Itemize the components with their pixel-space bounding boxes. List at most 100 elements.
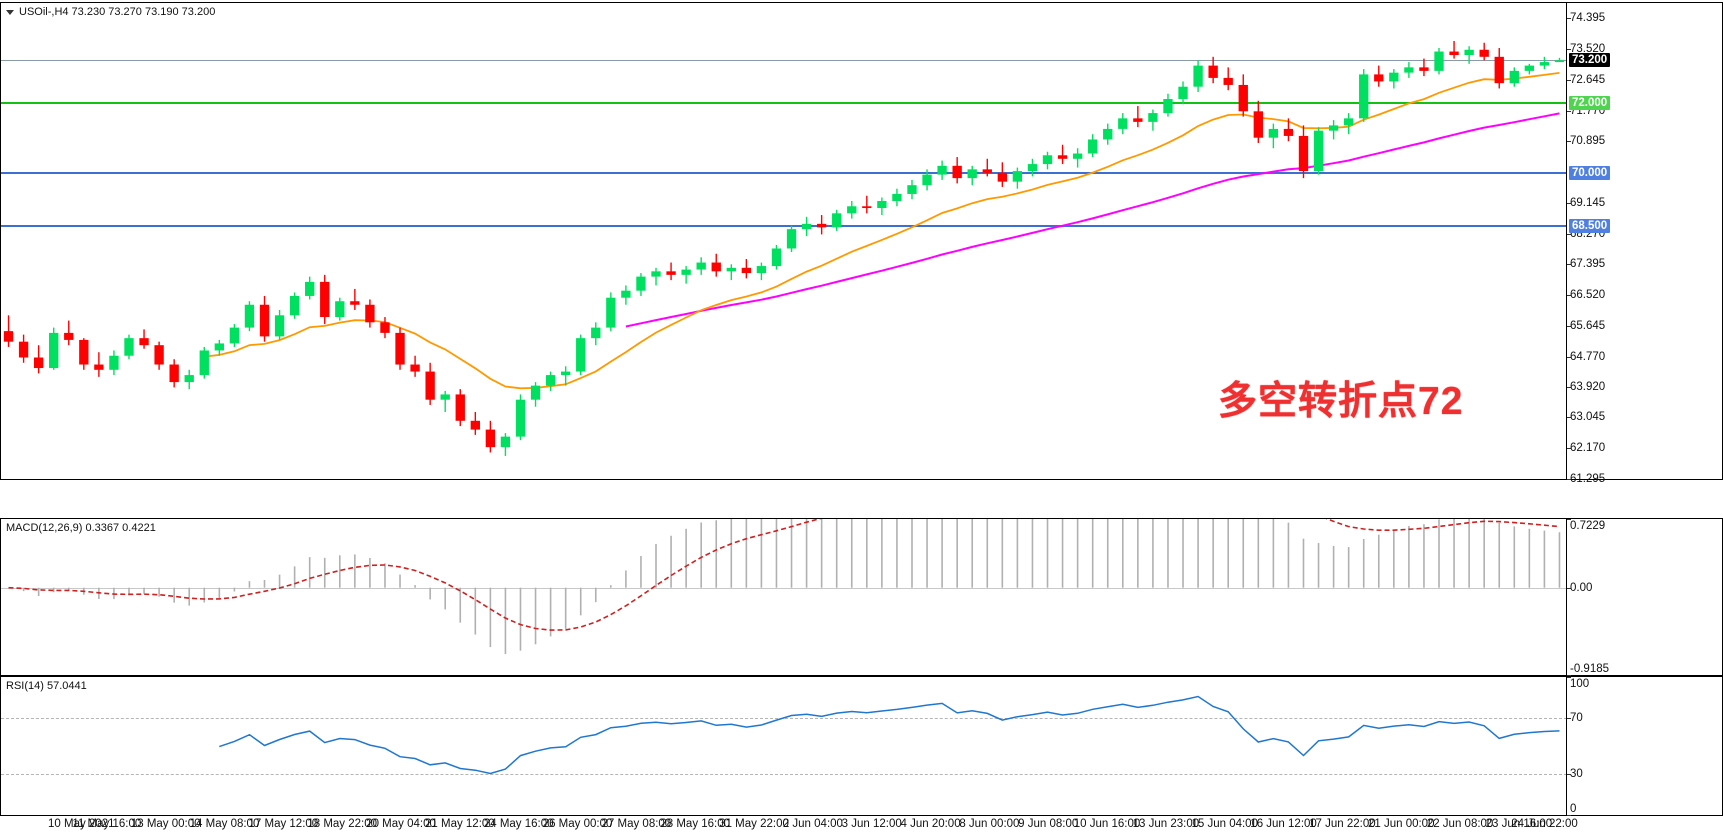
triangle-down-icon[interactable] [6,10,14,15]
price-level-line[interactable] [1,60,1567,62]
price-tick-label: 69.145 [1570,196,1606,209]
rsi-tick-mark [1567,773,1571,775]
candle-body [1479,49,1489,57]
candle-body [982,169,992,173]
price-tick-label: 67.395 [1570,258,1606,271]
candle-body [666,271,676,275]
candle-body [1374,74,1384,82]
time-axis-label: 4 Jun 20:00 [900,818,961,830]
candle-body [1268,128,1279,138]
price-tick-mark [1567,479,1571,480]
candle-body [711,262,721,272]
macd-axis[interactable]: 0.7229 0.00 -0.9185 [1566,519,1722,676]
price-tick-mark [1567,326,1571,328]
macd-tick-mark [1567,675,1571,676]
candle-body [214,343,225,351]
candle-body [862,206,872,209]
time-axis-label: 18 May 22:00 [307,818,378,830]
rsi-tick-label: 30 [1570,767,1583,780]
price-tick-mark [1567,417,1571,419]
rsi-tick-mark [1567,677,1571,678]
rsi-level-line [1,773,1567,775]
price-level-tag[interactable]: 68.500 [1569,218,1611,233]
candle-body [139,338,149,346]
price-tick-mark [1567,141,1571,143]
macd-plot-area[interactable] [1,519,1567,675]
time-axis-label: 24 May 16:00 [483,818,554,830]
price-tick-mark [1567,110,1571,112]
price-level-line[interactable] [1,171,1567,174]
macd-zero-line [1,587,1567,589]
rsi-axis[interactable]: 100 70 30 0 [1566,677,1722,816]
candle-body [1539,62,1550,66]
candle-body [169,364,179,383]
candle-body [1434,51,1444,71]
time-axis-label: 17 Jun 22:00 [1309,818,1376,830]
rsi-plot-area[interactable] [1,677,1567,815]
candle-body [440,394,450,400]
candle-body [801,223,812,230]
candle-body [576,338,586,372]
macd-tick-label: -0.9185 [1570,663,1610,675]
candle-body [1057,155,1068,159]
time-axis-label: 20 May 04:00 [366,818,436,830]
price-level-line[interactable] [1,101,1567,104]
price-pane[interactable]: USOil-,H4 73.230 73.270 73.190 73.200 74… [0,2,1723,485]
candle-body [877,200,887,209]
price-tick-mark [1567,356,1571,358]
rsi-label: RSI(14) 57.0441 [6,680,87,692]
symbol-header-label: USOil-,H4 73.230 73.270 73.190 73.200 [19,6,216,18]
candle-body [832,213,842,228]
candle-body [560,371,571,376]
rsi-pane[interactable]: RSI(14) 57.0441 100 70 30 0 [0,676,1723,816]
candle-body [937,165,947,175]
candle-body [1027,164,1038,172]
candle-body [395,332,405,365]
time-axis-label: 3 Jun 12:00 [841,818,902,830]
price-level-tag[interactable]: 73.200 [1569,53,1611,68]
price-tick-label: 73.520 [1570,43,1606,56]
candle-body [49,332,59,369]
macd-tick-mark [1567,519,1571,520]
candle-body [425,371,435,400]
price-level-line[interactable] [1,224,1567,227]
candle-body [1238,84,1248,112]
price-tick-label: 62.170 [1570,442,1606,455]
candle-body [1178,86,1188,100]
candle-body [1524,65,1535,71]
price-plot-area[interactable] [1,3,1567,479]
candle-body [545,375,556,386]
candle-body [1163,99,1173,114]
price-level-tag[interactable]: 72.000 [1569,95,1611,110]
candle-body [756,266,767,274]
candle-body [651,271,661,277]
candle-body [3,331,14,342]
candle-body [907,185,917,194]
rsi-tick-mark [1567,815,1571,816]
time-axis[interactable]: 10 May 2021 11 May 16:00 13 May 00:00 14 Ma… [0,818,1723,838]
candle-body [259,304,270,337]
time-axis-label: 21 Jun 00:00 [1367,818,1435,830]
price-axis[interactable]: 74.395 73.520 72.645 71.770 70.895 69.145 68.2… [1566,3,1722,485]
candle-body [606,297,616,328]
candle-body [33,357,44,369]
candle-body [305,281,315,296]
candle-body [380,322,390,333]
time-axis-label: 14 May 08:00 [189,818,260,830]
price-tick-label: 64.770 [1570,350,1606,363]
candle-body [500,436,511,448]
candle-body [1283,128,1294,136]
candle-body [1509,70,1519,84]
candle-body [18,341,29,358]
macd-pane[interactable]: MACD(12,26,9) 0.3367 0.4221 0.7229 0.00 -0… [0,518,1723,676]
candle-body [1313,130,1324,172]
ma-mid-line [625,112,1560,328]
candle-body [1419,67,1429,71]
candle-body [199,350,209,376]
candle-body [184,375,194,383]
candle-body [1103,128,1113,140]
price-level-tag[interactable]: 70.000 [1569,165,1611,180]
candle-body [621,290,631,298]
candle-body [289,295,300,316]
